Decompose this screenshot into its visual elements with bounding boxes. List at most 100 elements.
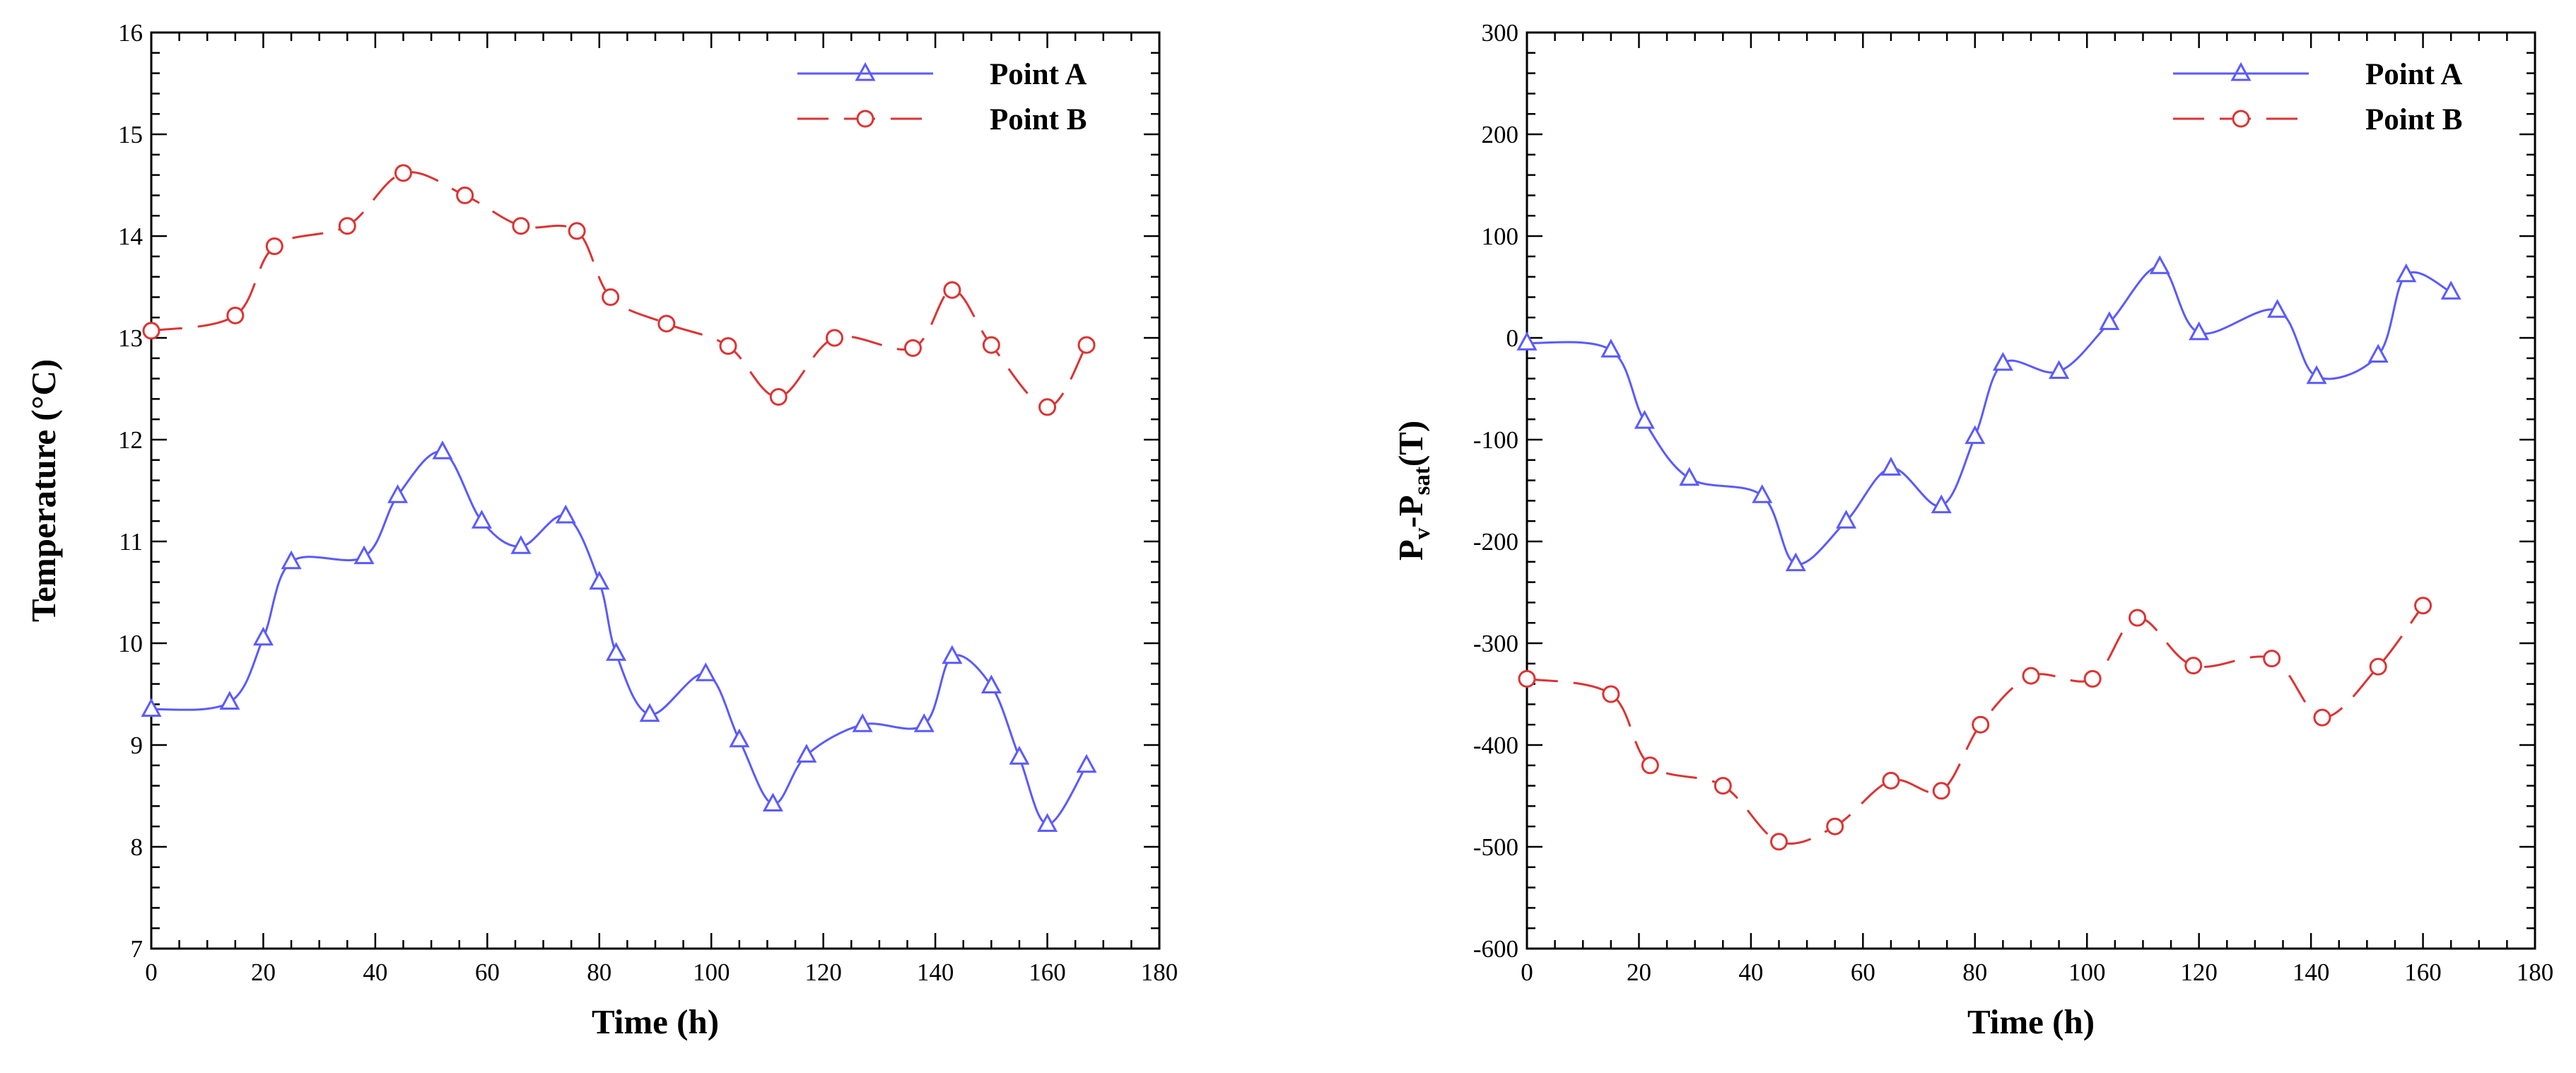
y-axis-title: Temperature (°C) [24, 359, 63, 622]
x-tick-label: 0 [145, 958, 158, 986]
y-tick-label: 200 [1482, 121, 1519, 148]
y-tick-label: 7 [131, 935, 144, 963]
x-tick-label: 60 [1851, 958, 1875, 986]
point-marker-point-a [1037, 813, 1058, 832]
legend-marker-point-a [2230, 61, 2252, 81]
point-marker-point-a [1009, 746, 1030, 765]
point-marker-point-a [2189, 321, 2210, 341]
point-marker-point-b [2129, 609, 2147, 627]
point-marker-point-b [265, 237, 283, 255]
point-marker-point-a [1600, 339, 1622, 358]
x-tick-label: 100 [693, 958, 730, 986]
point-marker-point-b [826, 329, 844, 347]
plot-frame [1526, 31, 2536, 950]
y-tick-label: 0 [1506, 324, 1519, 352]
point-marker-point-a [1076, 754, 1097, 773]
point-marker-point-a [353, 545, 375, 565]
point-marker-point-a [1752, 484, 1773, 503]
point-marker-point-a [2267, 298, 2288, 318]
point-marker-point-b [1770, 833, 1788, 851]
y-tick-label: -100 [1473, 426, 1518, 454]
x-tick-label: 0 [1521, 958, 1533, 986]
point-marker-point-a [2440, 281, 2461, 300]
point-marker-point-a [1931, 494, 1952, 514]
x-tick-label: 180 [1141, 958, 1178, 986]
point-marker-point-a [471, 510, 492, 529]
point-marker-point-a [980, 674, 1002, 693]
x-tick-label: 100 [2068, 958, 2106, 986]
point-marker-point-a [2306, 365, 2327, 385]
series-line-point-b [1526, 604, 2424, 845]
x-tick-labels: 0 20 40 60 80 100 120 140 160 180 [1521, 958, 2553, 986]
y-tick-label: 16 [118, 19, 143, 47]
legend-entry-point-a: Point A [797, 58, 1087, 91]
point-marker-point-b [338, 217, 356, 235]
point-marker-point-a [281, 550, 302, 570]
legend-entry-point-b: Point B [797, 103, 1087, 136]
point-marker-point-a [796, 744, 817, 763]
x-tick-label: 40 [363, 958, 387, 986]
series-line-point-a [151, 450, 1088, 826]
x-tick-label: 20 [251, 958, 276, 986]
legend-label-point-b: Point B [990, 103, 1087, 136]
y-tick-label: 15 [118, 121, 143, 148]
legend-marker-point-b [2232, 110, 2250, 128]
y-tick-label: 8 [131, 833, 144, 861]
y-tick-label: -600 [1473, 935, 1518, 963]
legend-label-point-b: Point B [2365, 103, 2462, 136]
point-marker-point-b [1882, 771, 1900, 790]
point-marker-point-b [226, 306, 245, 324]
y-tick-label: 11 [119, 528, 143, 556]
point-marker-point-b [719, 337, 737, 356]
series-markers [141, 164, 1097, 832]
point-marker-point-b [1518, 669, 1536, 688]
point-marker-point-a [1836, 510, 1857, 529]
point-marker-point-a [1516, 332, 1538, 351]
point-marker-point-b [943, 281, 961, 299]
point-marker-point-b [1714, 777, 1732, 795]
y-axis-title: Pv-Psat(T) [1391, 421, 1435, 561]
point-marker-point-a [913, 713, 935, 732]
x-tick-label: 120 [804, 958, 842, 986]
axis-ticks [1526, 31, 2536, 950]
y-title-p: P [1391, 539, 1430, 561]
point-marker-point-a [2396, 263, 2417, 283]
point-marker-point-b [1641, 756, 1659, 775]
x-tick-label: 20 [1627, 958, 1651, 986]
temperature-chart: 0 20 40 60 80 100 120 140 160 180 7 8 9 10 11 12 13 14 15… [24, 19, 1178, 1041]
x-tick-label: 160 [2404, 958, 2442, 986]
point-marker-point-b [2022, 667, 2040, 685]
point-marker-point-b [2313, 708, 2331, 727]
x-tick-label: 120 [2180, 958, 2218, 986]
point-marker-point-b [2083, 669, 2102, 688]
x-tick-labels: 0 20 40 60 80 100 120 140 160 180 [145, 958, 1178, 986]
x-axis-title: Time (h) [1967, 1002, 2095, 1041]
point-marker-point-b [512, 217, 530, 235]
point-marker-point-b [982, 336, 1000, 354]
point-marker-point-b [456, 186, 474, 204]
x-tick-label: 40 [1738, 958, 1763, 986]
axis-ticks [150, 31, 1161, 950]
point-marker-point-a [1634, 409, 1655, 429]
point-marker-point-a [2149, 255, 2170, 274]
y-tick-label: 14 [118, 223, 143, 250]
y-tick-label: -200 [1473, 528, 1518, 556]
point-marker-point-a [2367, 344, 2389, 363]
point-marker-point-a [2099, 311, 2120, 330]
y-tick-label: -300 [1473, 630, 1518, 657]
point-marker-point-a [1965, 425, 1986, 445]
x-tick-label: 80 [1962, 958, 1987, 986]
point-marker-point-b [1077, 336, 1096, 354]
point-marker-point-b [2414, 597, 2432, 615]
legend-marker-point-a [855, 61, 876, 81]
point-marker-point-a [589, 570, 610, 590]
point-marker-point-b [657, 315, 676, 333]
series-lines [1526, 265, 2452, 845]
point-marker-point-b [1038, 398, 1057, 416]
series-lines [151, 171, 1088, 826]
point-marker-point-b [2369, 657, 2387, 676]
legend: Point A Point B [2173, 58, 2462, 136]
y-tick-label: -500 [1473, 833, 1518, 861]
point-marker-point-a [729, 728, 750, 748]
y-tick-label: 13 [118, 324, 143, 352]
